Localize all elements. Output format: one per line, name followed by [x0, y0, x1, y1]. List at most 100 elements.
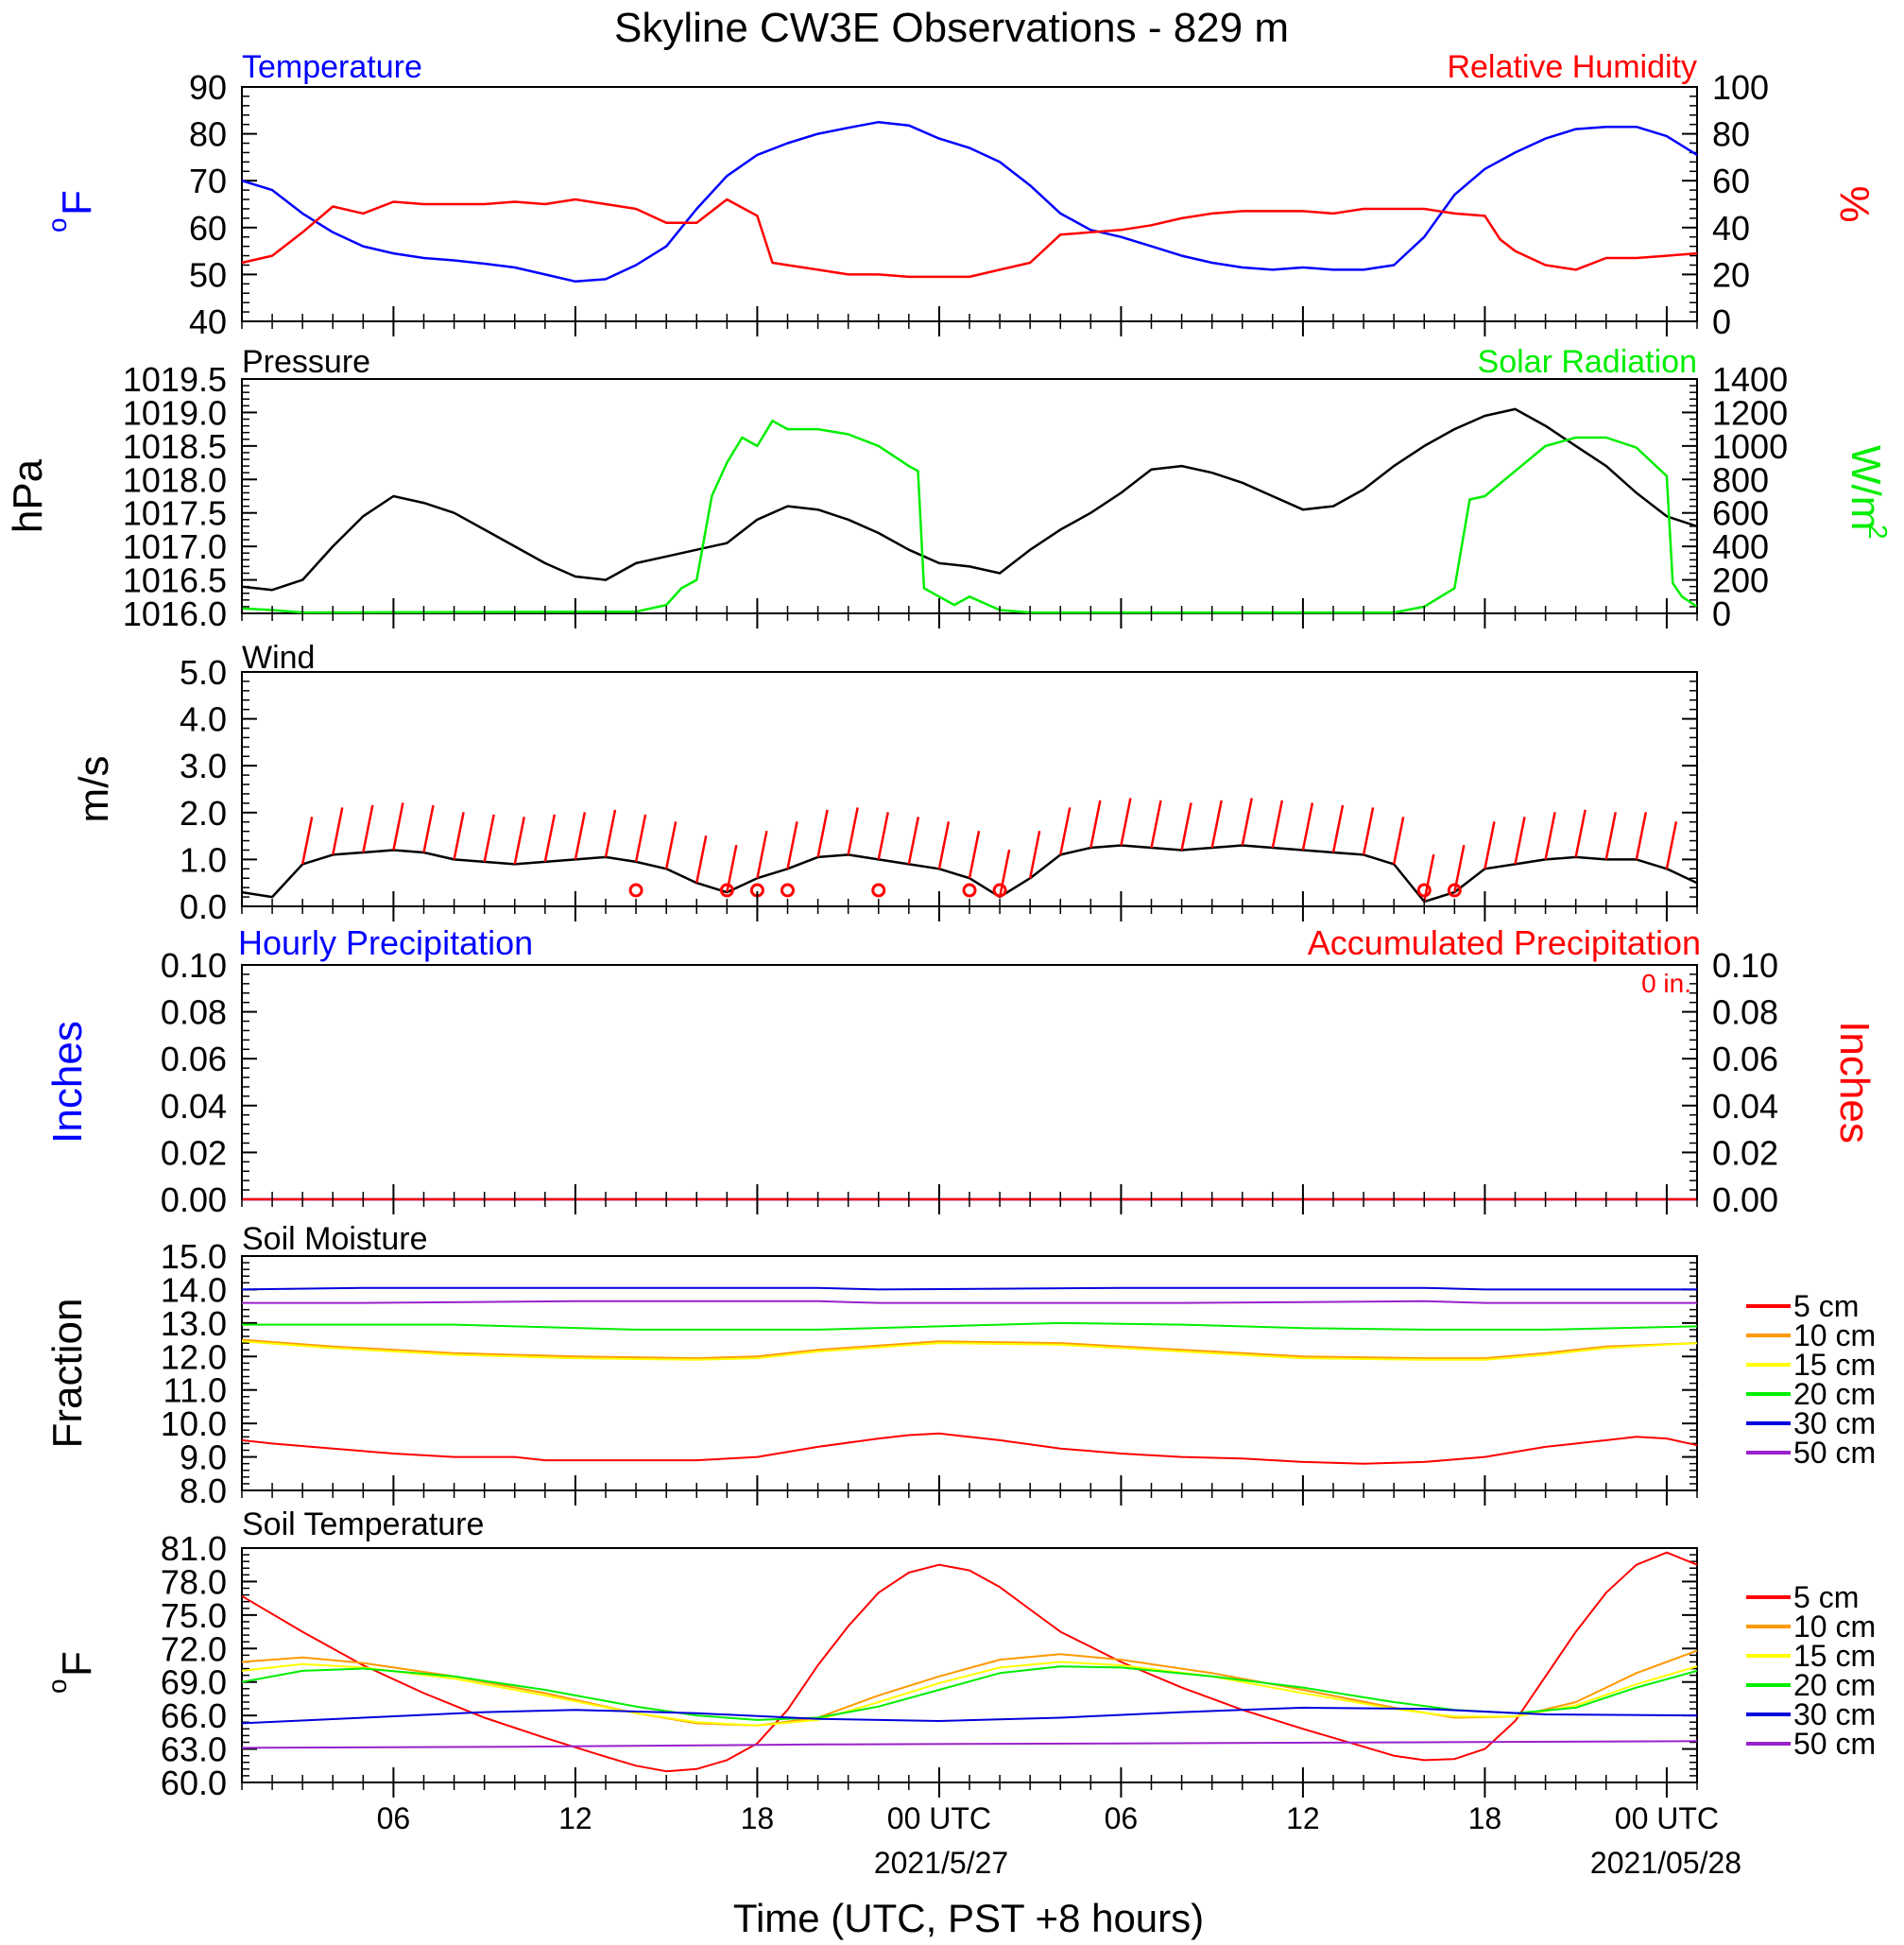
- hourly-precip-title: Hourly Precipitation: [238, 923, 533, 962]
- x-tick-labels: 06 12 18 00 UTC 06 12 18 00 UTC: [241, 306, 1719, 1835]
- y-tick-label: 12.0: [161, 1337, 227, 1376]
- temperature-ylabel-unit: F: [54, 190, 100, 215]
- pressure-plot-frame: [241, 378, 1698, 614]
- series-30-cm: [241, 1286, 1697, 1291]
- y-tick-label: 1017.0: [123, 527, 227, 566]
- wind-barb: [543, 814, 557, 863]
- accum-precip-title: Accumulated Precipitation: [1308, 923, 1701, 962]
- series-5-cm: [241, 1432, 1698, 1465]
- humidity-right-ticks: 100 80 60 40 20 0: [1682, 68, 1769, 341]
- y-tick-label: 0: [1712, 302, 1731, 341]
- y-tick-label: 0.04: [161, 1087, 227, 1126]
- wind-barb: [1089, 800, 1102, 849]
- x-tick-label: 12: [558, 1801, 592, 1835]
- y-tick-label: 60.0: [161, 1764, 227, 1802]
- y-tick-label: 100: [1712, 68, 1769, 107]
- soil-temperature-ylabel: o F: [43, 1651, 100, 1694]
- wind-barb: [1241, 798, 1253, 846]
- wind-barb: [937, 821, 951, 869]
- wind-barb: [453, 812, 465, 860]
- y-tick-label: 13.0: [161, 1304, 227, 1343]
- temperature-title: Temperature: [242, 49, 422, 85]
- wind-plot-frame: [241, 671, 1698, 907]
- calm-wind-marker: [780, 883, 795, 898]
- wind-title: Wind: [242, 640, 315, 676]
- y-tick-label: 80: [1712, 115, 1750, 154]
- wind-barb: [513, 817, 525, 865]
- wind-right-minor-ticks: [1682, 671, 1697, 907]
- y-tick-label: 40: [189, 302, 227, 341]
- y-tick-label: 1200: [1712, 393, 1788, 432]
- y-tick-label: 0.02: [1712, 1133, 1778, 1172]
- legend-label: 20 cm: [1793, 1377, 1876, 1411]
- pressure-title: Pressure: [242, 344, 370, 380]
- wind-barb: [1635, 812, 1648, 860]
- x-axis-label: Time (UTC, PST +8 hours): [733, 1896, 1204, 1940]
- wind-barb: [332, 807, 344, 855]
- y-tick-label: 1019.0: [123, 393, 227, 432]
- series-15-cm: [241, 1661, 1698, 1727]
- x-axis: 06 12 18 00 UTC 06 12 18 00 UTC 2021/5/27 2021/…: [241, 306, 1741, 1940]
- wind-barb: [756, 830, 768, 879]
- y-tick-label: 600: [1712, 494, 1769, 533]
- solar-ylabel: W/m 2: [1843, 445, 1893, 540]
- series-15-cm: [241, 1340, 1698, 1361]
- y-tick-label: 70: [189, 162, 227, 200]
- precip-panel: Hourly Precipitation Accumulated Precipi…: [44, 923, 1878, 1219]
- wind-barb: [695, 835, 708, 884]
- y-tick-label: 800: [1712, 460, 1769, 499]
- x-tick-label: 06: [377, 1801, 411, 1835]
- legend-label: 30 cm: [1793, 1406, 1876, 1440]
- x-tick-label: 00 UTC: [1615, 1801, 1719, 1835]
- x-date-label-1: 2021/5/27: [874, 1846, 1008, 1880]
- wind-barb: [816, 809, 829, 858]
- soil-moisture-plot-frame: [241, 1255, 1698, 1491]
- y-tick-label: 0.00: [161, 1180, 227, 1219]
- y-tick-label: 3.0: [180, 747, 227, 785]
- y-tick-label: 10.0: [161, 1404, 227, 1443]
- calm-wind-marker: [1447, 883, 1462, 898]
- wind-barb: [1271, 800, 1284, 849]
- accum-precip-note: 0 in.: [1641, 969, 1691, 998]
- legend-label: 10 cm: [1793, 1318, 1876, 1352]
- x-tick-label: 18: [741, 1801, 775, 1835]
- wind-barb: [1392, 817, 1405, 865]
- y-tick-label: 0: [1712, 594, 1731, 633]
- series-5-cm: [241, 1551, 1698, 1773]
- series-30-cm: [241, 1706, 1698, 1725]
- y-tick-label: 60: [1712, 162, 1750, 200]
- wind-barb: [786, 821, 798, 869]
- wind-left-ticks: 5.0 4.0 3.0 2.0 1.0 0.0: [180, 653, 257, 926]
- wind-barb: [1059, 807, 1072, 855]
- wind-barb: [1604, 812, 1617, 860]
- wind-barb: [422, 804, 435, 853]
- y-tick-label: 81.0: [161, 1529, 227, 1568]
- wind-barb: [1484, 821, 1496, 869]
- y-tick-label: 0.0: [180, 887, 227, 926]
- calm-wind-marker: [719, 883, 734, 898]
- wind-barb: [907, 817, 920, 865]
- y-tick-label: 14.0: [161, 1270, 227, 1309]
- precip-right-ylabel: Inches: [1831, 1021, 1878, 1144]
- y-tick-label: 0.06: [1712, 1040, 1778, 1078]
- wind-barb: [604, 809, 617, 858]
- y-tick-label: 9.0: [180, 1438, 227, 1477]
- series-10-cm: [241, 1338, 1698, 1360]
- soil-temperature-left-ticks: 81.078.075.072.069.066.063.060.0: [161, 1529, 257, 1802]
- wind-barb: [1544, 812, 1556, 860]
- y-tick-label: 15.0: [161, 1237, 227, 1276]
- x-tick-label: 18: [1468, 1801, 1502, 1835]
- series-pressure: [241, 407, 1698, 592]
- soil-temperature-ylabel-degree: o: [43, 1678, 72, 1694]
- y-tick-label: 400: [1712, 527, 1769, 566]
- y-tick-label: 80: [189, 115, 227, 154]
- wind-barb: [877, 812, 889, 860]
- y-tick-label: 11.0: [163, 1371, 227, 1410]
- y-tick-label: 63.0: [161, 1730, 227, 1769]
- wind-barb: [1028, 830, 1041, 879]
- wind-barb: [392, 802, 404, 851]
- calm-wind-marker: [962, 883, 977, 898]
